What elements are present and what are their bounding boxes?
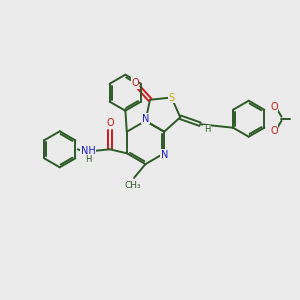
Text: O: O bbox=[270, 126, 278, 136]
Text: N: N bbox=[142, 114, 149, 124]
Text: S: S bbox=[168, 92, 175, 103]
Text: O: O bbox=[131, 78, 139, 88]
Text: CH₃: CH₃ bbox=[124, 181, 141, 190]
Text: O: O bbox=[270, 102, 278, 112]
Text: N: N bbox=[160, 150, 168, 160]
Text: H: H bbox=[85, 155, 92, 164]
Text: O: O bbox=[106, 118, 114, 128]
Text: H: H bbox=[204, 125, 210, 134]
Text: NH: NH bbox=[81, 146, 96, 156]
